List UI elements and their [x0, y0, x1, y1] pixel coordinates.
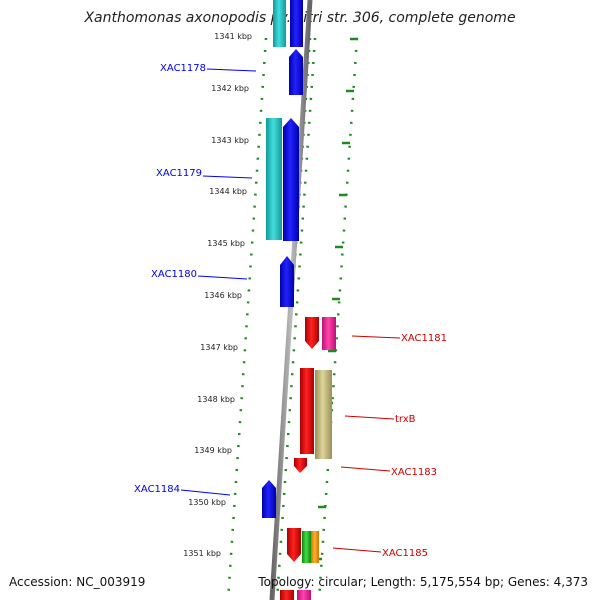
gene-xac1185-arrow	[287, 528, 301, 562]
feature-orange	[311, 531, 319, 563]
gene-xac1183-arrow	[294, 458, 307, 473]
track-dotted-left-inner	[275, 37, 317, 600]
gene-label-xac1185[interactable]: XAC1185	[382, 548, 428, 559]
gene-xac1180-arrow	[280, 256, 294, 307]
gene-xac1184-arrow	[262, 480, 276, 518]
cds-cyan-top	[273, 0, 286, 47]
tick-label-1344: 1344 kbp	[209, 187, 247, 196]
gene-label-xac1183[interactable]: XAC1183	[391, 467, 437, 478]
gene-label-xac1178[interactable]: XAC1178	[160, 63, 206, 74]
gene-blue-top	[290, 0, 303, 47]
ruler-tick-labels: 1341 kbp 1342 kbp 1343 kbp 1344 kbp 1345…	[183, 32, 252, 558]
gene-red-bottom	[280, 590, 294, 600]
tick-label-1346: 1346 kbp	[204, 291, 242, 300]
feature-green	[302, 531, 311, 563]
gene-label-trxb[interactable]: trxB	[395, 414, 416, 425]
tick-label-1348: 1348 kbp	[197, 395, 235, 404]
right-ruler-ticks	[314, 37, 358, 561]
gene-label-xac1179[interactable]: XAC1179	[156, 168, 202, 179]
cds-xac1179	[266, 118, 282, 240]
tick-label-1345: 1345 kbp	[207, 239, 245, 248]
tick-label-1350: 1350 kbp	[188, 498, 226, 507]
tick-label-1351: 1351 kbp	[183, 549, 221, 558]
tick-label-1342: 1342 kbp	[211, 84, 249, 93]
gene-xac1178-arrow	[289, 49, 303, 95]
gene-xac1181-arrow	[305, 317, 319, 349]
forward-gene-labels: XAC1178 XAC1179 XAC1180 XAC1184	[134, 63, 257, 496]
tick-label-1343: 1343 kbp	[211, 136, 249, 145]
gene-label-xac1181[interactable]: XAC1181	[401, 333, 447, 344]
track-dotted-left-outer	[226, 37, 268, 600]
tick-label-1341: 1341 kbp	[214, 32, 252, 41]
cds-xac1181	[322, 317, 336, 350]
reverse-gene-labels: XAC1181 trxB XAC1183 XAC1185	[332, 333, 447, 559]
cds-trxb	[315, 370, 332, 459]
gene-label-xac1184[interactable]: XAC1184	[134, 484, 180, 495]
gene-label-xac1180[interactable]: XAC1180	[151, 269, 197, 280]
gene-trxb	[300, 368, 314, 454]
tick-label-1347: 1347 kbp	[200, 343, 238, 352]
topology-text: Topology: circular; Length: 5,175,554 bp…	[258, 575, 588, 589]
accession-text: Accession: NC_003919	[9, 575, 146, 589]
cds-magenta-bottom	[297, 590, 311, 600]
gene-xac1179-arrow	[283, 118, 299, 241]
tick-label-1349: 1349 kbp	[194, 446, 232, 455]
